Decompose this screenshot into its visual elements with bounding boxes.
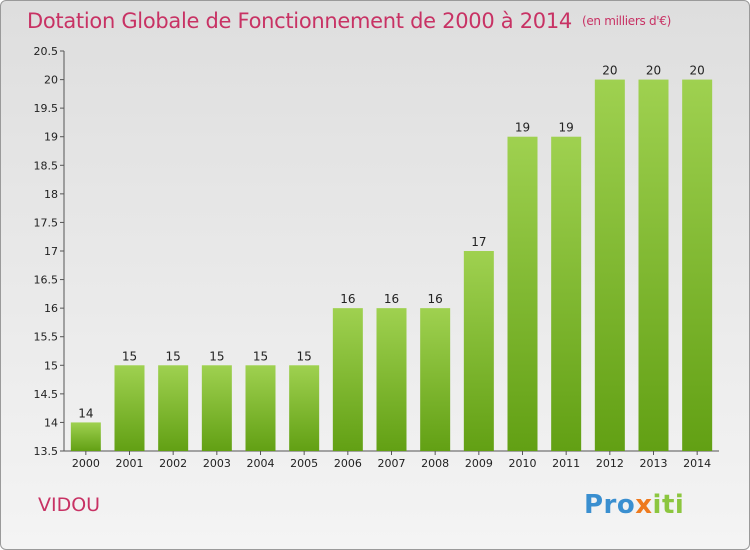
y-tick-label: 20 — [44, 74, 58, 87]
y-tick-label: 19.5 — [34, 102, 59, 115]
x-tick-label: 2011 — [552, 457, 580, 470]
y-tick-label: 18.5 — [34, 159, 59, 172]
bar-value-label: 16 — [428, 292, 443, 306]
x-tick-label: 2001 — [116, 457, 144, 470]
y-tick-label: 17.5 — [34, 216, 59, 229]
x-tick-label: 2007 — [378, 457, 406, 470]
bar — [682, 79, 713, 452]
bar — [420, 308, 451, 451]
bar — [158, 365, 189, 451]
bar — [463, 251, 494, 451]
y-tick-label: 16 — [44, 302, 58, 315]
y-tick-label: 15 — [44, 359, 58, 372]
y-tick-label: 17 — [44, 245, 58, 258]
x-tick-label: 2006 — [334, 457, 362, 470]
bar-value-label: 15 — [297, 349, 312, 363]
bar — [376, 308, 407, 451]
x-tick-label: 2010 — [509, 457, 537, 470]
bar — [594, 79, 625, 452]
bar-value-label: 14 — [78, 406, 93, 420]
bar — [638, 79, 669, 452]
bar — [70, 422, 101, 451]
y-tick-label: 15.5 — [34, 331, 59, 344]
bar-value-label: 19 — [559, 121, 574, 135]
bar — [114, 365, 145, 451]
bar-value-label: 20 — [690, 64, 705, 78]
y-tick-label: 19 — [44, 131, 58, 144]
bar-value-label: 17 — [471, 235, 486, 249]
bar — [332, 308, 363, 451]
x-tick-label: 2002 — [159, 457, 187, 470]
x-tick-label: 2013 — [640, 457, 668, 470]
chart-subtitle: (en milliers d'€) — [581, 14, 671, 28]
bar — [201, 365, 232, 451]
bar — [551, 136, 582, 451]
bar-series: 14 15 15 15 15 15 16 16 16 17 19 19 20 20 20 — [70, 64, 713, 452]
bar-value-label: 15 — [253, 349, 268, 363]
x-tick-label: 2008 — [421, 457, 449, 470]
logo-part-3: iti — [652, 490, 685, 520]
bar-value-label: 19 — [515, 121, 530, 135]
y-tick-label: 14.5 — [34, 388, 59, 401]
bar-value-label: 16 — [340, 292, 355, 306]
bar — [289, 365, 320, 451]
y-tick-label: 16.5 — [34, 274, 59, 287]
bar-value-label: 20 — [646, 64, 661, 78]
x-tick-label: 2012 — [596, 457, 624, 470]
bar-value-label: 15 — [122, 349, 137, 363]
x-tick-label: 2009 — [465, 457, 493, 470]
x-tick-label: 2004 — [247, 457, 275, 470]
bar-value-label: 15 — [166, 349, 181, 363]
y-tick-label: 18 — [44, 188, 58, 201]
x-tick-label: 2014 — [683, 457, 711, 470]
logo-part-1: Pro — [584, 490, 636, 520]
chart-axes: 13.5 14 14.5 15 15.5 16 16.5 17 17.5 18 18.5 19 19.5… — [34, 45, 719, 470]
chart-title-text: Dotation Globale de Fonctionnement de 20… — [27, 9, 572, 33]
bar-value-label: 15 — [209, 349, 224, 363]
x-tick-label: 2005 — [290, 457, 318, 470]
bar-value-label: 16 — [384, 292, 399, 306]
logo-part-2: x — [635, 490, 653, 520]
chart-title: Dotation Globale de Fonctionnement de 20… — [27, 9, 671, 33]
y-tick-label: 14 — [44, 416, 58, 429]
proxiti-logo: Proxiti — [584, 490, 684, 520]
bar-value-label: 20 — [602, 64, 617, 78]
x-tick-label: 2003 — [203, 457, 231, 470]
commune-name: VIDOU — [38, 494, 101, 516]
bar — [245, 365, 276, 451]
bar — [507, 136, 538, 451]
x-tick-label: 2000 — [72, 457, 100, 470]
y-tick-label: 20.5 — [34, 45, 59, 58]
y-tick-label: 13.5 — [34, 445, 59, 458]
